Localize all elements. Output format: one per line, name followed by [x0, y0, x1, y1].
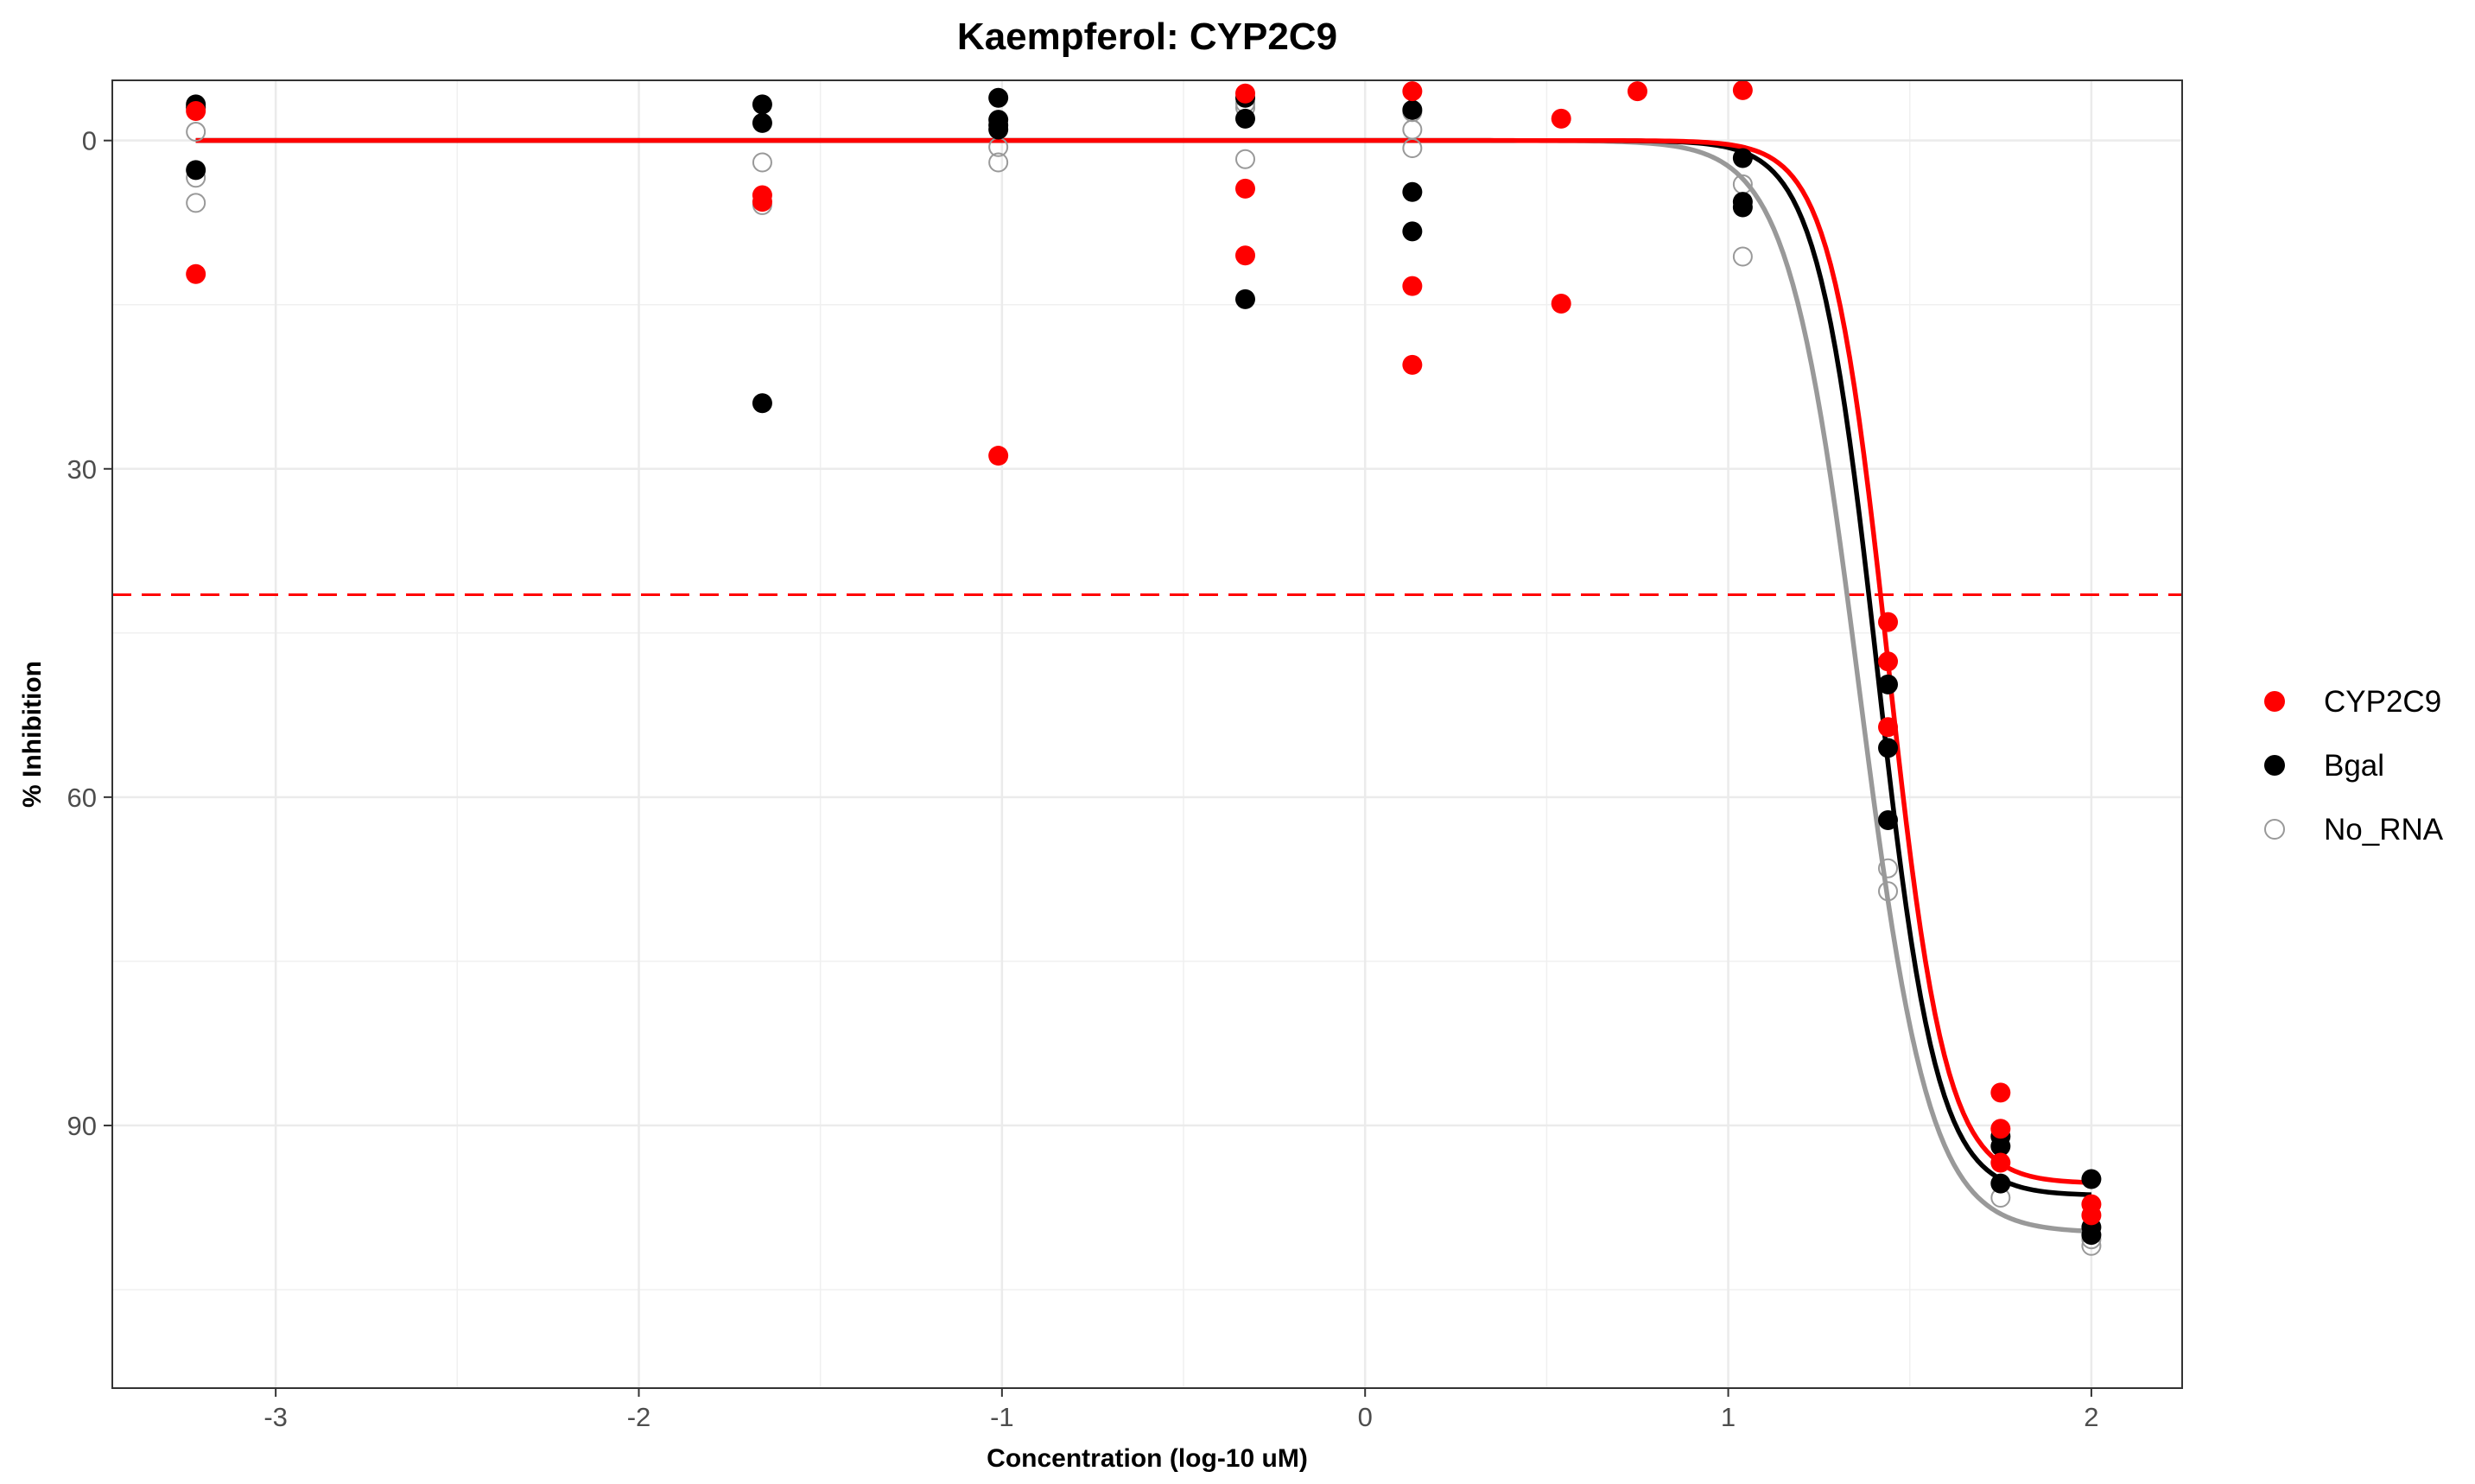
legend-label-no-rna: No_RNA — [2324, 813, 2444, 847]
x-tick-label: -1 — [990, 1402, 1014, 1432]
data-point-cyp2c9 — [1551, 293, 1571, 314]
data-point-cyp2c9 — [1990, 1152, 2011, 1173]
fit-curves — [195, 137, 2092, 1234]
y-tick-label: 30 — [67, 454, 97, 485]
data-point-bgal — [1878, 738, 1899, 758]
data-point-cyp2c9 — [1234, 178, 1255, 199]
data-point-bgal — [988, 87, 1009, 108]
data-point-cyp2c9 — [1878, 651, 1899, 672]
data-point-cyp2c9 — [1990, 1119, 2011, 1139]
data-point-cyp2c9 — [1878, 717, 1899, 738]
data-point-bgal — [1990, 1173, 2011, 1194]
y-tick-label: 90 — [67, 1111, 97, 1141]
data-point-no-rna — [1402, 119, 1423, 140]
data-point-no-rna — [1878, 858, 1899, 878]
data-point-bgal — [988, 119, 1009, 140]
data-point-bgal — [186, 160, 206, 181]
legend-key-no-rna — [2264, 819, 2285, 840]
data-point-bgal — [752, 393, 772, 414]
y-tick-label: 0 — [82, 126, 97, 156]
data-point-cyp2c9 — [1234, 245, 1255, 266]
chart-title: Kaempferol: CYP2C9 — [957, 16, 1337, 58]
data-point-no-rna — [1732, 246, 1753, 267]
x-tick-label: 0 — [1358, 1402, 1373, 1432]
data-point-bgal — [2081, 1225, 2102, 1246]
legend-key-bgal — [2264, 755, 2285, 776]
data-point-no-rna — [1732, 174, 1753, 194]
data-point-bgal — [1990, 1136, 2011, 1157]
data-point-bgal — [1732, 197, 1753, 218]
data-point-no-rna — [1402, 138, 1423, 159]
data-point-no-rna — [1234, 149, 1255, 169]
y-axis-title: % Inhibition — [18, 661, 47, 808]
data-point-cyp2c9 — [1878, 612, 1899, 632]
data-point-bgal — [1402, 181, 1423, 202]
x-tick-label: 2 — [2084, 1402, 2098, 1432]
data-point-bgal — [1234, 108, 1255, 129]
data-point-cyp2c9 — [1402, 354, 1423, 375]
x-tick-label: -2 — [627, 1402, 651, 1432]
data-point-no-rna — [988, 152, 1009, 173]
data-point-bgal — [752, 112, 772, 133]
plot-panel — [112, 80, 2182, 1388]
data-point-cyp2c9 — [1234, 83, 1255, 104]
data-point-cyp2c9 — [186, 100, 206, 121]
data-point-no-rna — [752, 152, 772, 173]
data-point-cyp2c9 — [1402, 81, 1423, 102]
data-point-cyp2c9 — [1990, 1082, 2011, 1103]
data-point-no-rna — [1878, 881, 1899, 902]
data-point-bgal — [1878, 674, 1899, 694]
data-point-cyp2c9 — [1732, 79, 1753, 100]
data-point-bgal — [1402, 99, 1423, 120]
data-point-cyp2c9 — [1627, 81, 1647, 102]
legend-label-bgal: Bgal — [2324, 749, 2384, 783]
data-point-cyp2c9 — [752, 192, 772, 212]
data-point-cyp2c9 — [186, 263, 206, 284]
data-point-no-rna — [186, 122, 206, 143]
data-point-bgal — [1234, 289, 1255, 309]
data-point-cyp2c9 — [1402, 276, 1423, 296]
fit-curve-cyp2c9 — [195, 137, 2092, 1185]
x-axis-title: Concentration (log-10 uM) — [987, 1444, 1308, 1473]
y-tick-label: 60 — [67, 783, 97, 813]
legend: CYP2C9 Bgal No_RNA — [2264, 685, 2444, 847]
plot-panel-border — [111, 79, 2183, 1389]
y-axis: 0 30 60 90 — [67, 126, 112, 1141]
x-tick-label: -3 — [263, 1402, 288, 1432]
legend-label-cyp2c9: CYP2C9 — [2324, 685, 2441, 719]
data-point-bgal — [2081, 1169, 2102, 1189]
x-axis: -3 -2 -1 0 1 2 — [263, 1388, 2099, 1432]
legend-key-cyp2c9 — [2264, 691, 2285, 712]
x-tick-label: 1 — [1721, 1402, 1736, 1432]
data-point-no-rna — [186, 193, 206, 213]
data-point-cyp2c9 — [988, 446, 1009, 466]
data-point-cyp2c9 — [2081, 1205, 2102, 1226]
data-point-bgal — [752, 94, 772, 115]
data-point-cyp2c9 — [1551, 108, 1571, 129]
data-point-bgal — [1878, 809, 1899, 830]
data-points — [186, 79, 2102, 1256]
data-point-bgal — [1732, 148, 1753, 168]
data-point-bgal — [1402, 221, 1423, 242]
